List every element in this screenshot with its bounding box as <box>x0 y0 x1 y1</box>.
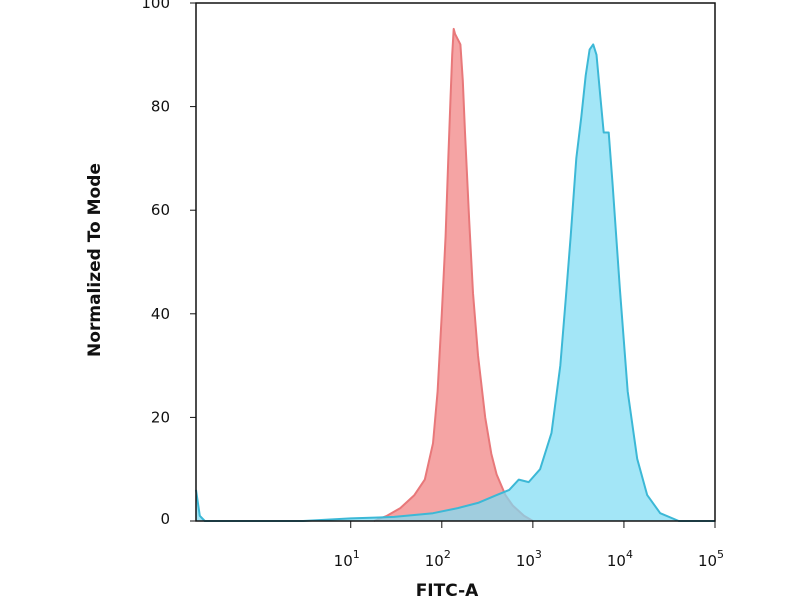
histogram-fill-2 <box>196 44 715 522</box>
x-axis-ticks: 101 102 103 104 105 <box>334 521 724 570</box>
x-tick-label: 104 <box>607 548 633 570</box>
x-tick-label: 102 <box>425 548 451 570</box>
plot-frame <box>195 2 716 522</box>
x-tick-label: 105 <box>698 548 724 570</box>
x-tick-label: 103 <box>516 548 542 570</box>
histogram-line-1 <box>373 27 534 522</box>
y-tick-label: 100 <box>141 0 170 12</box>
histogram-fill-1 <box>374 28 533 522</box>
y-tick-label: 20 <box>151 408 170 426</box>
y-tick-label: 40 <box>151 305 170 323</box>
y-axis-title: Normalized To Mode <box>85 163 105 357</box>
y-tick-label: 60 <box>151 201 170 219</box>
y-axis-ticks: 0 20 40 60 80 100 <box>141 0 196 528</box>
histogram-line-2 <box>195 43 715 522</box>
x-axis-title: FITC-A <box>416 581 479 600</box>
y-tick-label: 80 <box>151 98 170 116</box>
x-tick-label: 101 <box>334 548 360 570</box>
y-tick-label: 0 <box>160 510 170 528</box>
plot-area <box>195 27 715 522</box>
